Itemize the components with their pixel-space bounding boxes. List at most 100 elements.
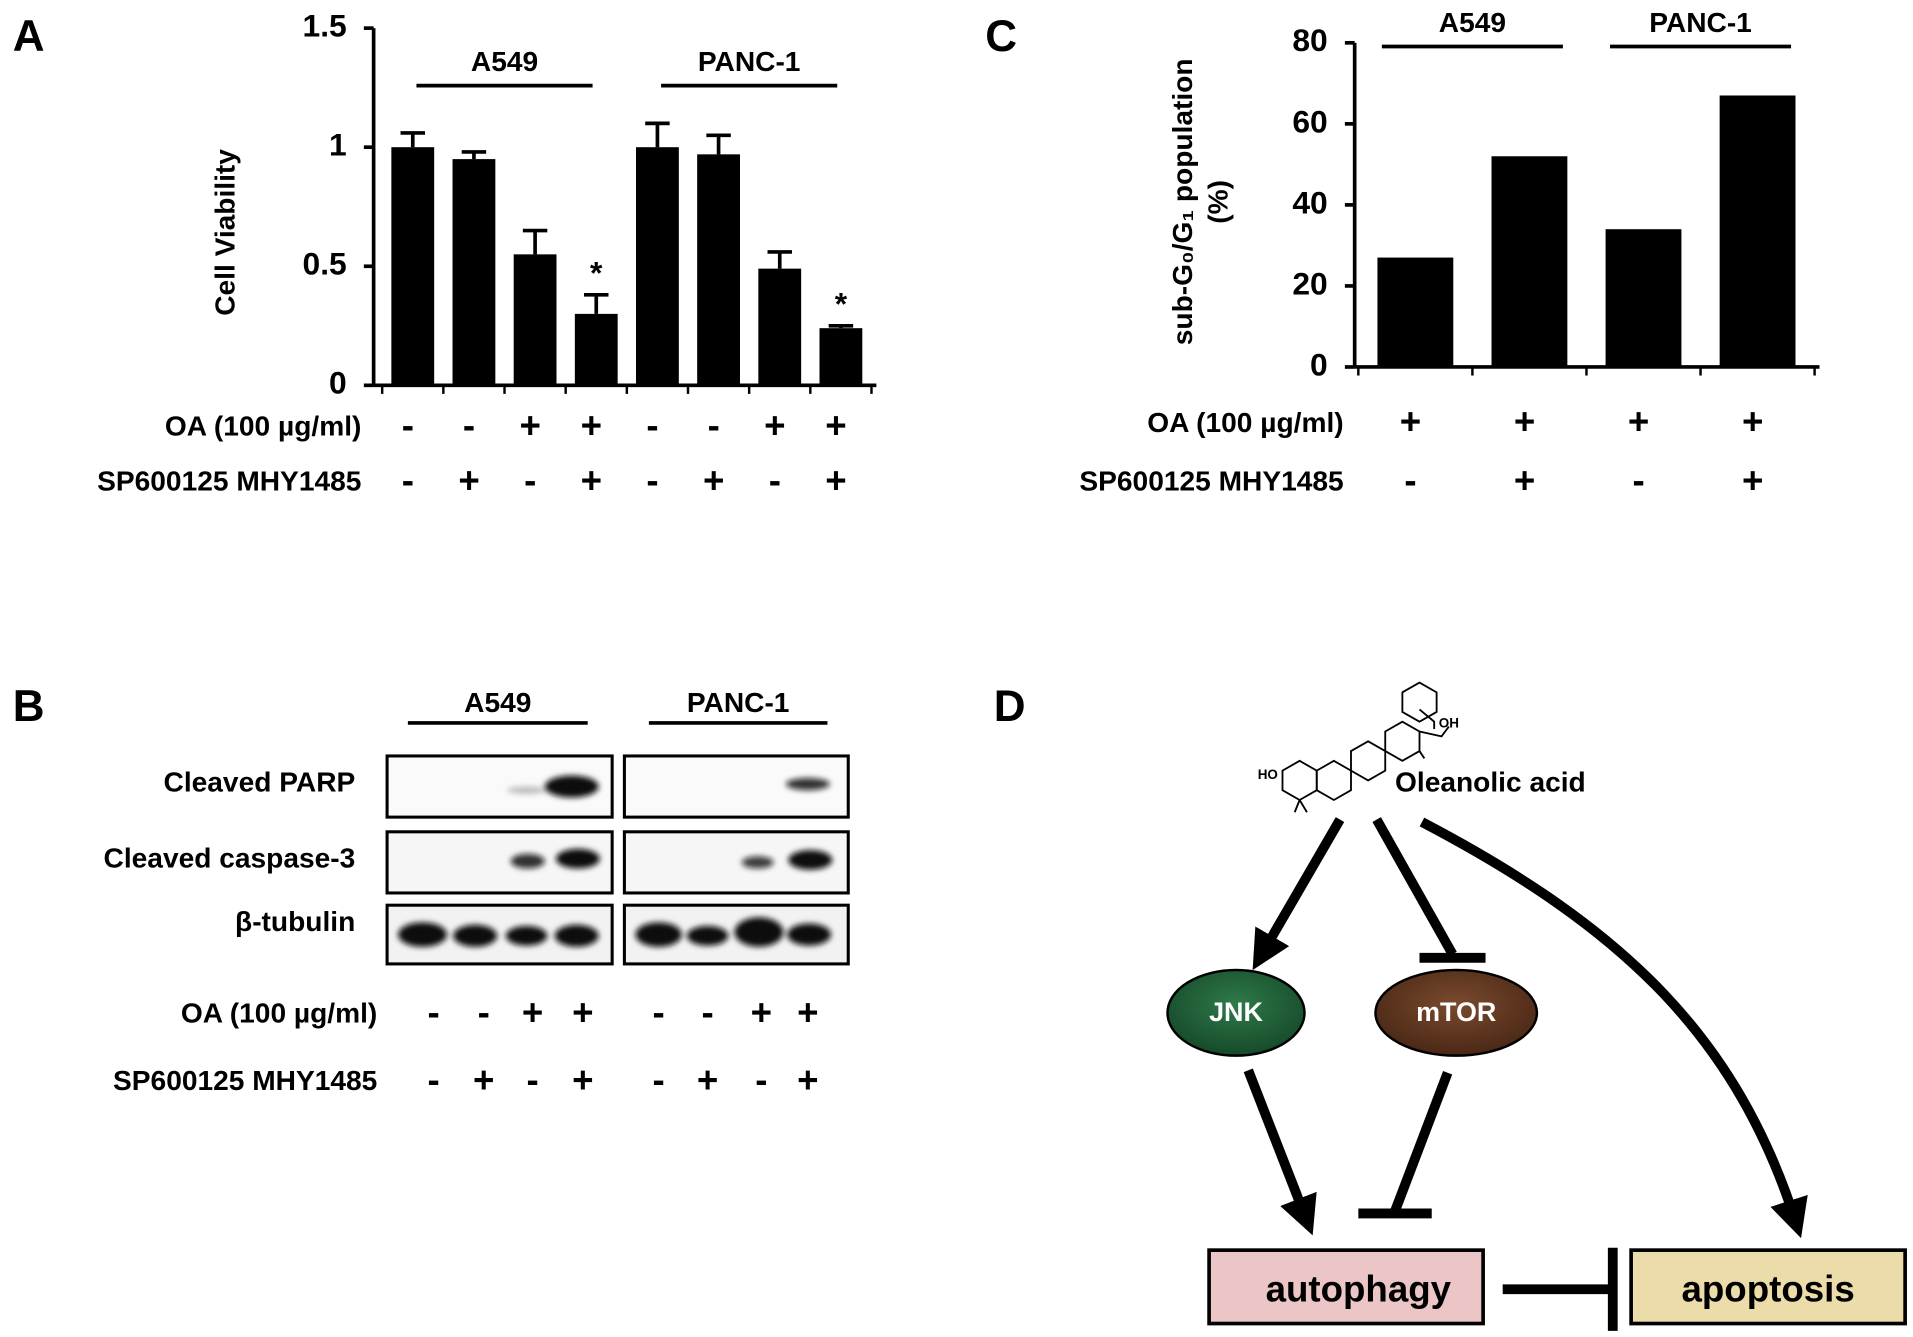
panel-label: B (13, 682, 45, 731)
treatment-mark: + (825, 460, 846, 501)
node-label: mTOR (1416, 997, 1496, 1027)
node-label: apoptosis (1681, 1268, 1854, 1309)
y-tick-label: 1 (329, 127, 347, 163)
group-label: A549 (471, 46, 538, 77)
structure (1281, 681, 1450, 813)
treatment-label: OA (100 µg/ml) (181, 998, 377, 1029)
error-bar (584, 292, 609, 314)
treatment-mark: + (581, 405, 602, 446)
row-label: Cleaved caspase-3 (104, 842, 356, 873)
treatment-mark: - (524, 460, 536, 501)
treatment-mark: + (1628, 401, 1649, 442)
bar (513, 254, 557, 386)
treatment-mark: - (1404, 460, 1416, 501)
error-bar (706, 133, 731, 155)
treatment-mark: - (755, 1059, 767, 1100)
y-tick-label: 0 (1310, 346, 1328, 382)
y-tick-label: 1.5 (303, 8, 347, 44)
group-label: A549 (1439, 7, 1506, 38)
bar (574, 313, 618, 386)
pathway-shapes (1166, 681, 1907, 1331)
error-bar (522, 228, 548, 255)
y-tick-label: 60 (1292, 103, 1327, 139)
y-tick-label: 0.5 (303, 246, 347, 282)
treatment-mark: + (473, 1059, 494, 1100)
error-bar (645, 121, 670, 148)
y-axis-label: sub-G₀/G₁ population (1167, 58, 1198, 345)
treatment-mark: - (402, 405, 414, 446)
treatment-mark: - (653, 992, 665, 1033)
bar (1491, 156, 1568, 367)
treatment-mark: - (708, 405, 720, 446)
treatment-mark: - (701, 992, 713, 1033)
treatment-mark: - (427, 1059, 439, 1100)
treatment-label: SP600125 MHY1485 (97, 466, 361, 497)
blot-images (385, 754, 850, 966)
group-label: PANC-1 (687, 687, 790, 718)
treatment-label: SP600125 MHY1485 (1079, 466, 1343, 497)
row-label: β-tubulin (235, 906, 355, 937)
bar (819, 328, 863, 386)
treatment-mark: - (646, 460, 658, 501)
y-axis-label: Cell Viability (209, 149, 240, 316)
treatment-mark: + (1742, 460, 1763, 501)
y-tick-label: 20 (1292, 265, 1327, 301)
group-label: PANC-1 (698, 46, 801, 77)
treatment-mark: - (427, 992, 439, 1033)
structure-label: HO (1258, 767, 1278, 782)
treatment-mark: + (522, 992, 543, 1033)
error-bar (461, 150, 487, 160)
treatment-mark: + (1514, 460, 1535, 501)
node-label: autophagy (1266, 1268, 1452, 1309)
treatment-mark: - (478, 992, 490, 1033)
treatment-mark: + (519, 405, 540, 446)
bar (1605, 229, 1682, 367)
treatment-mark: - (646, 405, 658, 446)
treatment-mark: + (572, 1059, 593, 1100)
treatment-mark: + (703, 460, 724, 501)
node-label: Oleanolic acid (1395, 767, 1586, 798)
treatment-label: OA (100 µg/ml) (165, 411, 361, 442)
treatment-mark: - (402, 460, 414, 501)
treatment-mark: + (1742, 401, 1763, 442)
bar (1377, 257, 1454, 367)
treatment-label: SP600125 MHY1485 (113, 1065, 377, 1096)
row-label: Cleaved PARP (164, 767, 356, 798)
error-bar (400, 131, 426, 148)
treatment-mark: + (572, 992, 593, 1033)
treatment-mark: + (1400, 401, 1421, 442)
y-axis-label: (%) (1203, 180, 1234, 224)
bar (452, 159, 496, 386)
panel-label: A (13, 12, 45, 61)
treatment-mark: + (1514, 401, 1535, 442)
treatment-label: OA (100 µg/ml) (1147, 407, 1343, 438)
treatment-mark: - (527, 1059, 539, 1100)
treatment-mark: - (1632, 460, 1644, 501)
y-tick-label: 40 (1292, 184, 1327, 220)
node-label: JNK (1209, 997, 1263, 1027)
treatment-mark: + (764, 405, 785, 446)
significance-mark: * (590, 255, 603, 291)
y-tick-label: 80 (1292, 22, 1327, 58)
bar (758, 268, 802, 386)
treatment-mark: + (825, 405, 846, 446)
significance-mark: * (835, 286, 848, 322)
bar (697, 154, 740, 386)
treatment-mark: + (458, 460, 479, 501)
treatment-mark: - (653, 1059, 665, 1100)
bar (391, 147, 435, 386)
treatment-mark: + (797, 992, 818, 1033)
group-label: A549 (464, 687, 531, 718)
bar (636, 147, 679, 386)
panel-label: C (985, 12, 1017, 61)
bar (1719, 95, 1796, 367)
treatment-mark: + (751, 992, 772, 1033)
treatment-mark: - (769, 460, 781, 501)
treatment-mark: + (581, 460, 602, 501)
error-bar (828, 323, 854, 329)
group-label: PANC-1 (1649, 7, 1752, 38)
y-tick-label: 0 (329, 365, 347, 401)
treatment-mark: + (697, 1059, 718, 1100)
